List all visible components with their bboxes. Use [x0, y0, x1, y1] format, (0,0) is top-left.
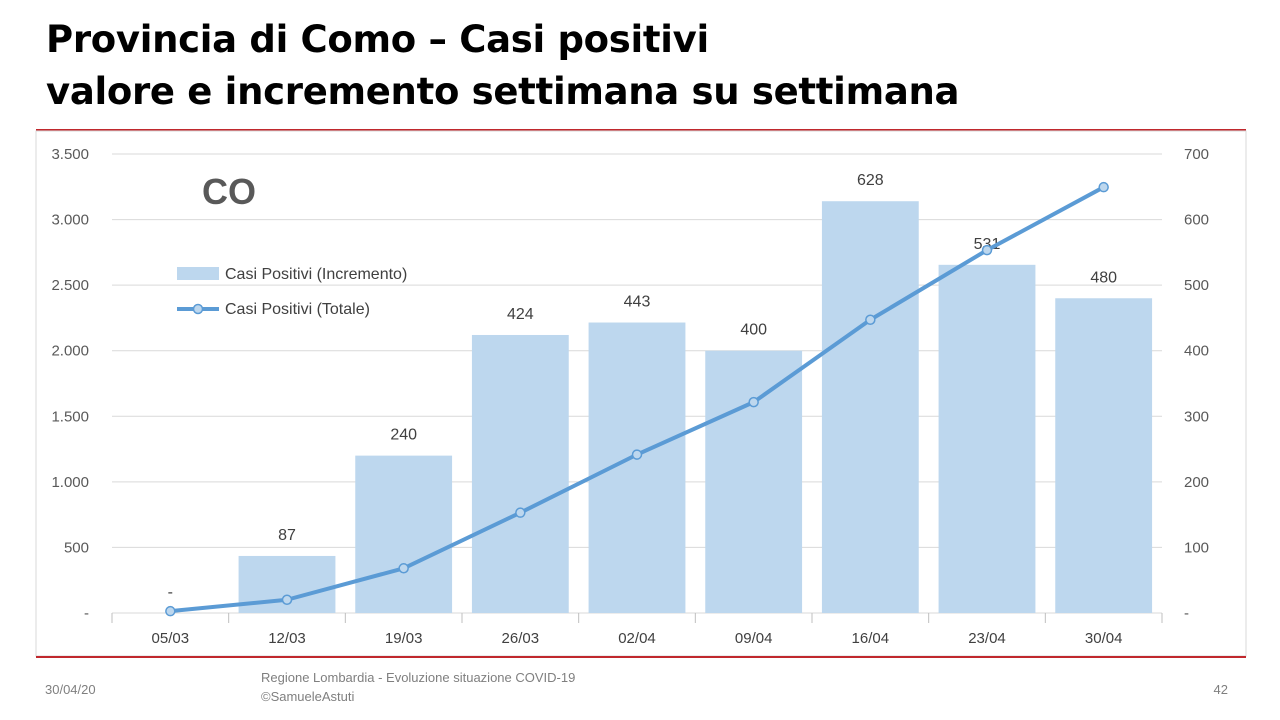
top-divider — [36, 129, 1246, 131]
x-axis-tick-label: 12/03 — [268, 630, 306, 647]
line-point — [631, 449, 643, 460]
line-point — [1098, 181, 1109, 193]
legend-label-bar: Casi Positivi (Incremento) — [225, 266, 407, 283]
axes: - - 500 100 1.000 200 1.500 300 2.000 400 2.500 500… — [51, 146, 1209, 647]
bar-data-label: 87 — [278, 527, 296, 544]
bar-data-label: 240 — [390, 427, 417, 444]
left-axis-tick-label: - — [84, 605, 89, 622]
footer-source: Regione Lombardia - Evoluzione situazion… — [261, 668, 575, 706]
x-axis-tick-label: 16/04 — [852, 630, 890, 647]
title-line-1: Provincia di Como – Casi positivi — [46, 18, 709, 61]
right-axis-tick-label: 100 — [1184, 539, 1209, 556]
bar-data-label: - — [168, 584, 173, 601]
line-point — [865, 314, 876, 326]
x-axis-tick-label: 09/04 — [735, 630, 773, 647]
x-axis-tick-label: 02/04 — [618, 630, 656, 647]
bar-data-label: 480 — [1090, 269, 1117, 286]
x-axis-tick-label: 30/04 — [1085, 630, 1123, 647]
legend-label-line: Casi Positivi (Totale) — [225, 301, 370, 318]
bar — [821, 201, 919, 613]
page-number: 42 — [1213, 682, 1228, 697]
slide-title: Provincia di Como – Casi positivi valore… — [46, 14, 960, 118]
left-axis-tick-label: 1.500 — [51, 408, 89, 425]
line-point — [981, 244, 993, 256]
left-axis-tick-label: 3.000 — [51, 212, 89, 229]
right-axis-tick-label: 500 — [1184, 277, 1209, 294]
legend-swatch-marker — [192, 303, 204, 315]
bar — [705, 350, 803, 613]
bar — [1055, 298, 1153, 613]
bottom-divider — [36, 656, 1246, 658]
left-axis-tick-label: 2.000 — [51, 343, 89, 360]
title-line-2: valore e incremento settimana su settima… — [46, 70, 960, 113]
right-axis-tick-label: - — [1184, 605, 1189, 622]
right-axis-tick-label: 400 — [1184, 343, 1209, 360]
legend-swatch-bar — [177, 267, 219, 280]
left-axis-tick-label: 3.500 — [51, 146, 89, 163]
line-point — [165, 605, 176, 617]
footer-date: 30/04/20 — [45, 682, 96, 697]
bar — [355, 455, 453, 613]
bar-data-label: 628 — [857, 172, 884, 189]
right-axis-tick-label: 700 — [1184, 146, 1209, 163]
left-axis-tick-label: 1.000 — [51, 474, 89, 491]
line-series — [165, 181, 1109, 617]
x-axis-tick-label: 19/03 — [385, 630, 423, 647]
bar-data-label: 443 — [624, 294, 651, 311]
left-axis-tick-label: 2.500 — [51, 277, 89, 294]
bar — [471, 334, 569, 613]
bar-series — [238, 201, 1153, 613]
line-point — [281, 594, 293, 606]
province-code-label: CO — [202, 171, 256, 212]
right-axis-tick-label: 300 — [1184, 408, 1209, 425]
line-point — [398, 563, 409, 574]
bar-data-label: 400 — [740, 322, 767, 339]
footer-source-line: Regione Lombardia - Evoluzione situazion… — [261, 670, 576, 685]
bar-data-label: 424 — [507, 306, 534, 323]
x-axis-tick-label: 05/03 — [152, 630, 190, 647]
chart-legend: Casi Positivi (Incremento) Casi Positivi … — [177, 266, 407, 318]
bar — [588, 322, 686, 613]
right-axis-tick-label: 600 — [1184, 212, 1209, 229]
bar — [938, 264, 1036, 613]
line-point — [748, 396, 759, 408]
left-axis-tick-label: 500 — [64, 539, 89, 556]
footer-author: ©SamueleAstuti — [261, 689, 355, 704]
x-axis-tick-label: 23/04 — [968, 630, 1006, 647]
x-axis-tick-label: 26/03 — [502, 630, 540, 647]
right-axis-tick-label: 200 — [1184, 474, 1209, 491]
line-point — [515, 507, 526, 518]
